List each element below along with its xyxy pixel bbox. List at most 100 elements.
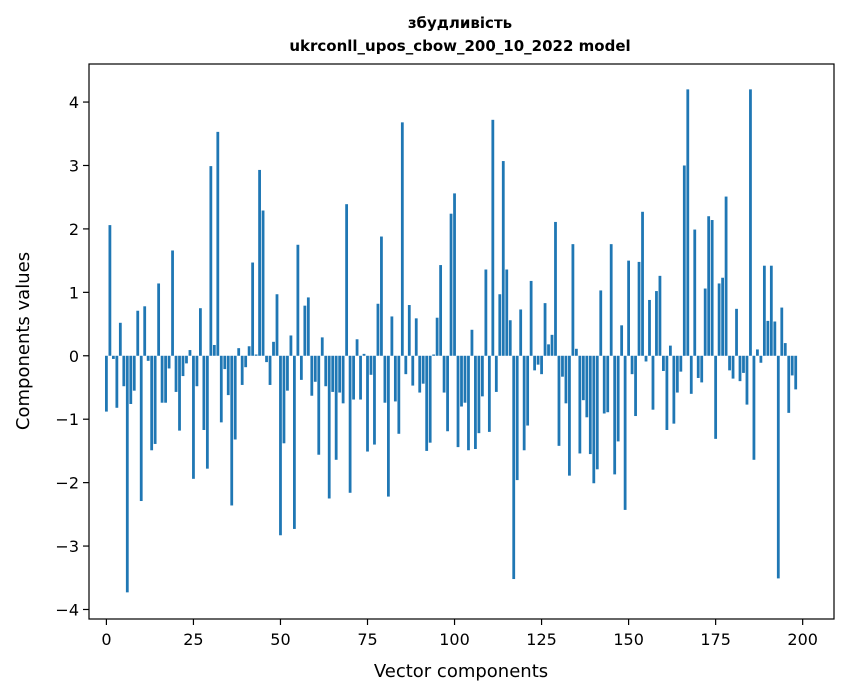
- x-tick-label: 175: [700, 630, 731, 649]
- bar-149: [623, 355, 627, 510]
- bar-198: [794, 355, 798, 390]
- bar-29: [205, 355, 209, 469]
- bar-65: [331, 355, 335, 392]
- bar-104: [467, 355, 470, 451]
- bar-120: [522, 355, 526, 451]
- bar-56: [299, 355, 303, 380]
- bar-192: [773, 321, 777, 356]
- bar-30: [209, 166, 213, 356]
- y-tick-label: 3: [69, 156, 79, 175]
- bar-163: [672, 355, 676, 424]
- bar-162: [668, 345, 672, 356]
- bar-34: [223, 355, 227, 370]
- bar-57: [303, 305, 307, 356]
- bar-102: [460, 355, 463, 407]
- bar-79: [380, 236, 383, 356]
- bar-96: [439, 265, 443, 356]
- bar-188: [759, 355, 763, 363]
- bar-141: [595, 355, 599, 470]
- bar-187: [756, 349, 759, 356]
- bar-138: [585, 355, 589, 418]
- bar-72: [355, 339, 359, 356]
- bar-164: [675, 355, 679, 393]
- bar-126: [543, 303, 547, 356]
- bar-48: [272, 341, 275, 356]
- bar-9: [136, 310, 140, 356]
- bar-186: [752, 355, 756, 460]
- bar-151: [630, 355, 634, 375]
- bar-74: [362, 353, 366, 356]
- bar-95: [435, 317, 439, 356]
- bar-107: [477, 355, 481, 434]
- bar-152: [634, 355, 637, 417]
- bar-113: [498, 294, 502, 356]
- bar-111: [491, 119, 495, 356]
- bar-49: [275, 294, 279, 356]
- bar-135: [574, 348, 578, 356]
- bar-55: [296, 244, 300, 356]
- bar-84: [397, 355, 401, 434]
- bar-190: [766, 320, 770, 356]
- x-tick-label: 75: [357, 630, 377, 649]
- bar-40: [244, 355, 248, 368]
- bar-6: [125, 355, 129, 593]
- bar-86: [404, 355, 408, 375]
- bar-105: [470, 329, 474, 356]
- bar-14: [153, 355, 157, 444]
- bar-169: [693, 229, 697, 356]
- bar-32: [216, 131, 220, 356]
- bar-131: [561, 355, 564, 377]
- x-tick-label: 125: [526, 630, 557, 649]
- bar-174: [710, 220, 714, 356]
- bar-59: [310, 355, 314, 396]
- bar-185: [749, 89, 752, 356]
- bar-89: [414, 318, 418, 356]
- bar-159: [658, 275, 662, 356]
- bar-17: [164, 355, 167, 403]
- bar-132: [564, 355, 568, 404]
- bar-168: [689, 355, 693, 394]
- bar-80: [383, 355, 387, 403]
- bar-21: [178, 355, 181, 431]
- bar-88: [411, 355, 415, 386]
- bar-100: [453, 193, 456, 356]
- bar-51: [282, 355, 286, 444]
- bar-83: [393, 355, 397, 402]
- bar-series: [105, 89, 798, 593]
- bar-175: [714, 355, 718, 439]
- bar-123: [533, 355, 536, 371]
- y-tick-label: −1: [55, 410, 79, 429]
- bar-118: [515, 355, 519, 481]
- bar-180: [731, 355, 735, 379]
- bar-157: [651, 355, 655, 410]
- bar-37: [233, 355, 237, 440]
- bar-93: [428, 355, 432, 443]
- bar-73: [359, 355, 362, 400]
- bar-184: [745, 355, 749, 405]
- y-tick-label: 2: [69, 220, 79, 239]
- bar-58: [306, 297, 310, 356]
- bar-114: [501, 161, 505, 356]
- x-tick-label: 150: [613, 630, 644, 649]
- bar-101: [456, 355, 460, 448]
- bar-42: [251, 262, 255, 356]
- bar-110: [487, 355, 491, 432]
- y-tick-label: −3: [55, 537, 79, 556]
- bar-77: [373, 355, 376, 445]
- x-tick-label: 50: [270, 630, 290, 649]
- bar-128: [550, 334, 554, 356]
- bar-33: [219, 355, 223, 423]
- bar-27: [199, 308, 202, 356]
- bar-153: [637, 261, 641, 356]
- bar-197: [790, 355, 794, 376]
- bar-182: [738, 355, 742, 382]
- bar-178: [724, 196, 728, 356]
- bar-116: [508, 320, 512, 356]
- bar-43: [254, 354, 258, 356]
- bar-63: [324, 355, 328, 387]
- bar-18: [167, 355, 171, 369]
- bar-1: [108, 225, 112, 356]
- bar-64: [327, 355, 331, 499]
- bar-172: [703, 288, 707, 356]
